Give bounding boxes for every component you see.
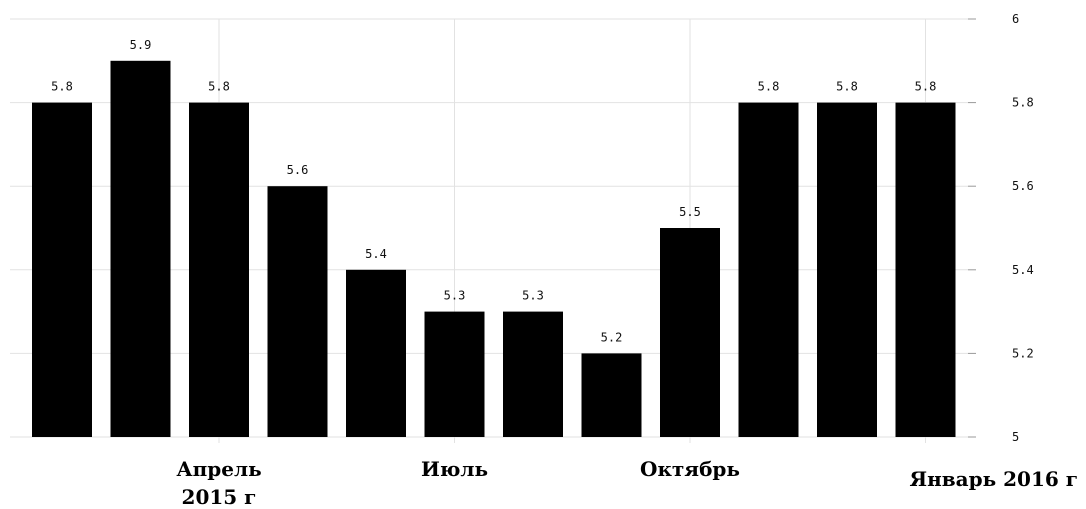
- x-tick-label: Октябрь: [640, 457, 740, 481]
- bar-value-label: 5.8: [758, 80, 780, 94]
- bar: [189, 102, 249, 437]
- bar: [267, 186, 328, 437]
- bar: [817, 102, 877, 437]
- bar: [738, 102, 799, 437]
- bar-value-label: 5.9: [130, 38, 152, 52]
- bar-value-label: 5.8: [208, 80, 230, 94]
- bar-value-label: 5.8: [915, 80, 937, 94]
- bar: [32, 102, 92, 437]
- y-axis-ticks: 5 5.2 5.4 5.6 5.8 6: [1012, 12, 1034, 444]
- x-tick-label-line: Январь 2016 г: [909, 467, 1078, 491]
- bar: [895, 102, 956, 437]
- bar-value-label: 5.5: [679, 205, 701, 219]
- y-tick-label: 5.8: [1012, 96, 1034, 110]
- y-tick-label: 5.4: [1012, 263, 1034, 277]
- x-tick-label-line: Октябрь: [640, 457, 740, 481]
- bar: [424, 311, 485, 437]
- bar: [110, 60, 171, 438]
- bar-value-label: 5.3: [522, 289, 544, 303]
- y-tick-label: 5: [1012, 430, 1019, 444]
- x-axis-ticks: Апрель 2015 г Июль Октябрь Январь 2016 г: [176, 457, 1078, 509]
- bar: [346, 269, 406, 437]
- y-tick-label: 6: [1012, 12, 1019, 26]
- x-tick-label-line: Июль: [421, 457, 488, 481]
- bar: [660, 228, 720, 437]
- bar-value-label: 5.6: [287, 163, 309, 177]
- bar: [581, 353, 642, 437]
- bar: [503, 311, 563, 437]
- bar-value-label: 5.8: [836, 80, 858, 94]
- y-tick-label: 5.2: [1012, 346, 1034, 360]
- bar-value-label: 5.3: [444, 289, 466, 303]
- bar-value-label: 5.8: [51, 80, 73, 94]
- x-tick-label: Июль: [421, 457, 488, 481]
- x-tick-label-line: Апрель: [176, 457, 261, 481]
- bars-group: [32, 60, 956, 438]
- y-tick-label: 5.6: [1012, 179, 1034, 193]
- data-labels-group: 5.8 5.9 5.8 5.6 5.4 5.3 5.3 5.2 5.5 5.8 5.8 5.8: [51, 38, 936, 345]
- x-tick-label-line: 2015 г: [182, 485, 257, 509]
- x-tick-label: Январь 2016 г: [909, 467, 1078, 491]
- bar-value-label: 5.2: [601, 330, 623, 344]
- x-tick-label: Апрель 2015 г: [176, 457, 261, 509]
- bar-value-label: 5.4: [365, 247, 387, 261]
